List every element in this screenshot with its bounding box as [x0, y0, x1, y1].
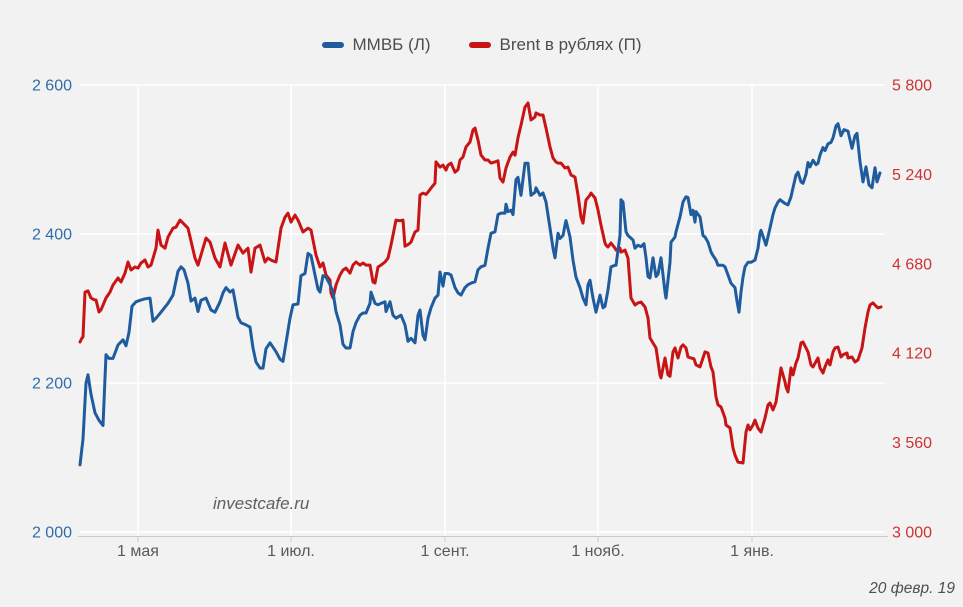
legend: ММВБ (Л) Brent в рублях (П)	[0, 33, 963, 57]
y-right-tick-label: 3 560	[892, 435, 932, 452]
y-right-tick-label: 4 680	[892, 256, 932, 273]
y-right-tick-label: 5 240	[892, 167, 932, 184]
legend-label-mmvb: ММВБ (Л)	[352, 35, 431, 54]
date-note: 20 февр. 19	[869, 580, 955, 597]
legend-swatch-brent-icon	[468, 42, 491, 48]
watermark: investcafe.ru	[213, 494, 310, 513]
legend-item-brent[interactable]: Brent в рублях (П)	[468, 35, 642, 55]
series-line-mmvb	[78, 122, 882, 467]
y-left-tick-label: 2 600	[32, 78, 72, 95]
x-tick-label: 1 мая	[117, 543, 159, 560]
x-tick-label: 1 июл.	[267, 543, 315, 560]
y-left-tick-label: 2 400	[32, 227, 72, 244]
series-line-brent	[78, 101, 883, 465]
x-tick-label: 1 нояб.	[571, 543, 624, 560]
legend-label-brent: Brent в рублях (П)	[499, 35, 642, 54]
y-left-tick-label: 2 000	[32, 525, 72, 542]
y-right-tick-label: 4 120	[892, 346, 932, 363]
y-left-tick-label: 2 200	[32, 376, 72, 393]
x-tick-label: 1 сент.	[420, 543, 469, 560]
x-tick-label: 1 янв.	[730, 543, 774, 560]
legend-item-mmvb[interactable]: ММВБ (Л)	[321, 35, 431, 55]
y-right-tick-label: 3 000	[892, 525, 932, 542]
y-right-tick-label: 5 800	[892, 78, 932, 95]
legend-swatch-mmvb-icon	[321, 42, 344, 48]
